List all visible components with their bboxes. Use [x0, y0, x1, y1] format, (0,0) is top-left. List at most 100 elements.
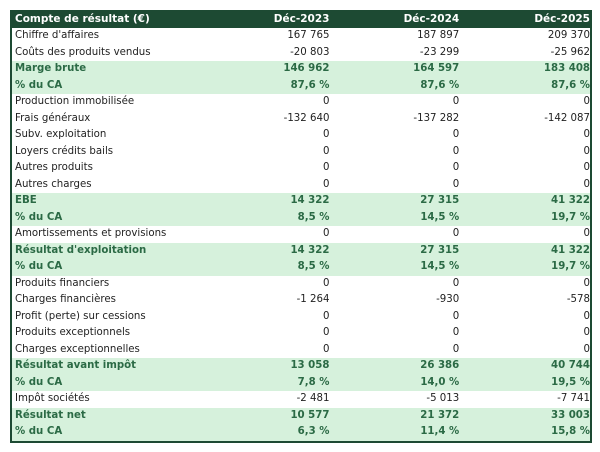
row-value: 21 372 — [420, 409, 460, 421]
table-row: Produits financiers 0 0 0 — [12, 276, 590, 293]
table-row: Résultat d'exploitation 14 322 27 315 41 32… — [12, 242, 590, 259]
table-row: Coûts des produits vendus -20 803 -23 299 -… — [12, 45, 590, 62]
row-value: 87,6 % — [290, 79, 330, 91]
row-value: 14,5 % — [420, 211, 460, 223]
row-label: Marge brute — [15, 63, 87, 74]
row-value: 0 — [583, 343, 590, 355]
table-row: Charges exceptionnelles 0 0 0 — [12, 342, 590, 359]
row-value: 0 — [322, 178, 330, 190]
row-value: 0 — [322, 327, 330, 338]
row-value: 164 597 — [413, 63, 460, 74]
table-row: Chiffre d'affaires 167 765 187 897 209 370 — [12, 28, 590, 45]
row-value: 0 — [452, 327, 460, 338]
row-value: 167 765 — [287, 30, 330, 41]
row-label: Coûts des produits vendus — [15, 46, 151, 58]
row-value: 0 — [452, 228, 460, 239]
row-label: % du CA — [15, 376, 63, 388]
row-value: -2 481 — [296, 393, 330, 404]
row-value: -5 013 — [426, 393, 460, 404]
table-row: Profit (perte) sur cessions 0 0 0 — [12, 309, 590, 326]
row-label: Subv. exploitation — [15, 129, 107, 140]
row-label: % du CA — [15, 426, 63, 437]
table-header: Compte de résultat (€) Déc-2023 Déc-2024… — [12, 10, 590, 28]
row-value: -142 087 — [544, 112, 590, 124]
row-label: Production immobilisée — [15, 96, 135, 107]
row-value: 0 — [452, 310, 460, 322]
row-value: 0 — [452, 277, 460, 289]
row-label: % du CA — [15, 79, 63, 91]
row-value: 0 — [322, 96, 330, 107]
row-label: Produits financiers — [15, 277, 110, 289]
row-value: 146 962 — [283, 63, 330, 74]
table-row: Produits exceptionnels 0 0 0 — [12, 325, 590, 342]
table-row: Amortissements et provisions 0 0 0 — [12, 226, 590, 243]
row-value: -578 — [566, 294, 590, 305]
row-value: 33 003 — [551, 409, 590, 421]
row-value: 14 322 — [290, 244, 330, 256]
row-value: 7,8 % — [297, 376, 330, 388]
row-value: 0 — [583, 178, 590, 190]
row-value: 14 322 — [290, 195, 330, 206]
row-value: -25 962 — [550, 46, 590, 58]
table-row: Charges financières -1 264 -930 -578 — [12, 292, 590, 309]
row-value: 183 408 — [543, 63, 590, 74]
row-value: 0 — [452, 343, 460, 355]
row-label: Impôt sociétés — [15, 393, 90, 404]
row-value: 41 322 — [551, 195, 590, 206]
table-row: % du CA 87,6 % 87,6 % 87,6 % — [12, 77, 590, 94]
row-value: 0 — [322, 277, 330, 289]
row-value: 0 — [322, 343, 330, 355]
row-value: 0 — [452, 129, 460, 140]
row-value: 19,5 % — [551, 376, 590, 388]
row-value: -7 741 — [557, 393, 590, 404]
row-value: 27 315 — [420, 244, 460, 256]
row-value: 14,0 % — [420, 376, 460, 388]
row-value: 41 322 — [551, 244, 590, 256]
table-row: Autres produits 0 0 0 — [12, 160, 590, 177]
row-label: EBE — [15, 195, 37, 206]
row-label: Profit (perte) sur cessions — [15, 310, 146, 322]
table-row: Subv. exploitation 0 0 0 — [12, 127, 590, 144]
row-value: 0 — [322, 162, 330, 173]
row-value: -1 264 — [296, 294, 330, 305]
row-label: Produits exceptionnels — [15, 327, 131, 338]
row-value: -20 803 — [290, 46, 330, 58]
row-value: 0 — [583, 129, 590, 140]
table-row: Impôt sociétés -2 481 -5 013 -7 741 — [12, 391, 590, 408]
table-row: Marge brute 146 962 164 597 183 408 — [12, 61, 590, 78]
row-value: 19,7 % — [551, 261, 590, 272]
header-year: Déc-2024 — [403, 13, 460, 25]
row-value: 0 — [452, 96, 460, 107]
row-value: 13 058 — [290, 360, 330, 371]
row-label: % du CA — [15, 261, 63, 272]
row-value: 0 — [583, 96, 590, 107]
table-row: Résultat avant impôt 13 058 26 386 40 744 — [12, 358, 590, 375]
table-row: Production immobilisée 0 0 0 — [12, 94, 590, 111]
row-value: 19,7 % — [551, 211, 590, 223]
row-label: Résultat d'exploitation — [15, 244, 147, 256]
row-value: 0 — [583, 327, 590, 338]
row-value: 26 386 — [420, 360, 460, 371]
row-value: 0 — [322, 228, 330, 239]
row-label: Autres produits — [15, 162, 93, 173]
row-value: -132 640 — [283, 112, 330, 124]
row-label: Résultat avant impôt — [15, 360, 137, 371]
table-row: % du CA 8,5 % 14,5 % 19,7 % — [12, 209, 590, 226]
row-value: 14,5 % — [420, 261, 460, 272]
row-value: 87,6 % — [551, 79, 590, 91]
row-label: % du CA — [15, 211, 63, 223]
row-label: Frais généraux — [15, 112, 91, 124]
row-value: 0 — [322, 310, 330, 322]
row-value: 0 — [322, 145, 330, 157]
table-row: Frais généraux -132 640 -137 282 -142 087 — [12, 111, 590, 128]
row-value: 0 — [452, 162, 460, 173]
row-value: 8,5 % — [297, 211, 330, 223]
header-year: Déc-2023 — [273, 13, 330, 25]
row-value: 0 — [452, 178, 460, 190]
table-row: Résultat net 10 577 21 372 33 003 — [12, 407, 590, 424]
row-label: Charges financières — [15, 294, 116, 305]
row-value: 40 744 — [551, 360, 590, 371]
table-row: Autres charges 0 0 0 — [12, 177, 590, 194]
row-label: Résultat net — [15, 409, 86, 421]
row-value: 10 577 — [290, 409, 330, 421]
